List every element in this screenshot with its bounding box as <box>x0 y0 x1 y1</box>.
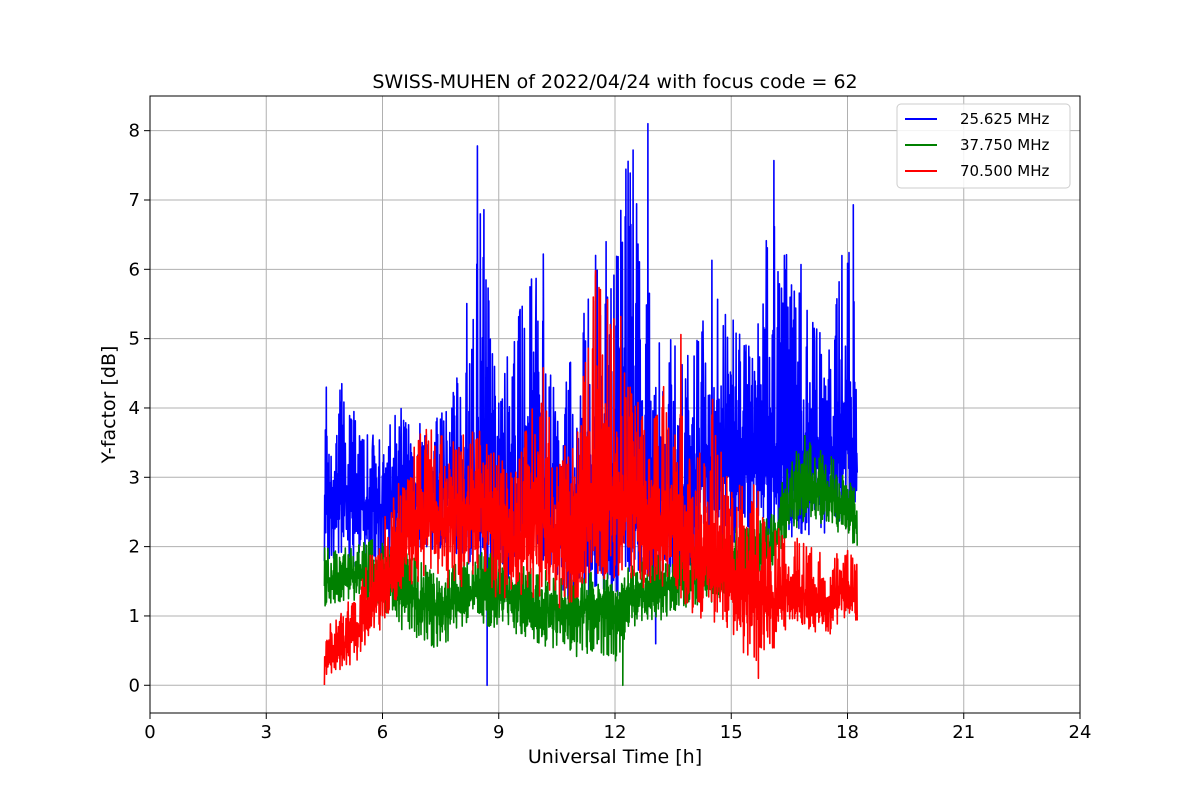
y-tick-label: 4 <box>129 398 140 419</box>
legend-entry: 25.625 MHz <box>960 110 1049 128</box>
x-axis-label: Universal Time [h] <box>528 746 702 768</box>
x-tick-label: 24 <box>1069 722 1092 743</box>
legend-entry: 70.500 MHz <box>960 162 1049 180</box>
y-tick-label: 3 <box>129 467 140 488</box>
x-tick-label: 15 <box>720 722 743 743</box>
y-tick-label: 7 <box>129 190 140 211</box>
legend-box <box>896 103 1071 189</box>
y-tick-label: 1 <box>129 606 140 627</box>
x-tick-label: 6 <box>377 722 388 743</box>
chart-title: SWISS-MUHEN of 2022/04/24 with focus cod… <box>372 71 857 93</box>
x-tick-label: 3 <box>261 722 272 743</box>
x-tick-label: 18 <box>836 722 859 743</box>
y-tick-label: 6 <box>129 259 140 280</box>
legend-entry: 37.750 MHz <box>960 136 1049 154</box>
y-tick-label: 2 <box>129 537 140 558</box>
x-tick-label: 0 <box>144 722 155 743</box>
x-tick-label: 9 <box>493 722 504 743</box>
x-tick-label: 21 <box>952 722 975 743</box>
y-tick-label: 8 <box>129 121 140 142</box>
legend: 25.625 MHz 37.750 MHz 70.500 MHz <box>896 103 1071 189</box>
series-line <box>323 269 858 686</box>
x-tick-label: 12 <box>604 722 627 743</box>
y-axis-label: Y-factor [dB] <box>98 346 120 465</box>
y-tick-label: 0 <box>129 675 140 696</box>
y-tick-label: 5 <box>129 329 140 350</box>
series-70-500-mhz <box>323 269 858 686</box>
plot-area <box>323 122 858 687</box>
